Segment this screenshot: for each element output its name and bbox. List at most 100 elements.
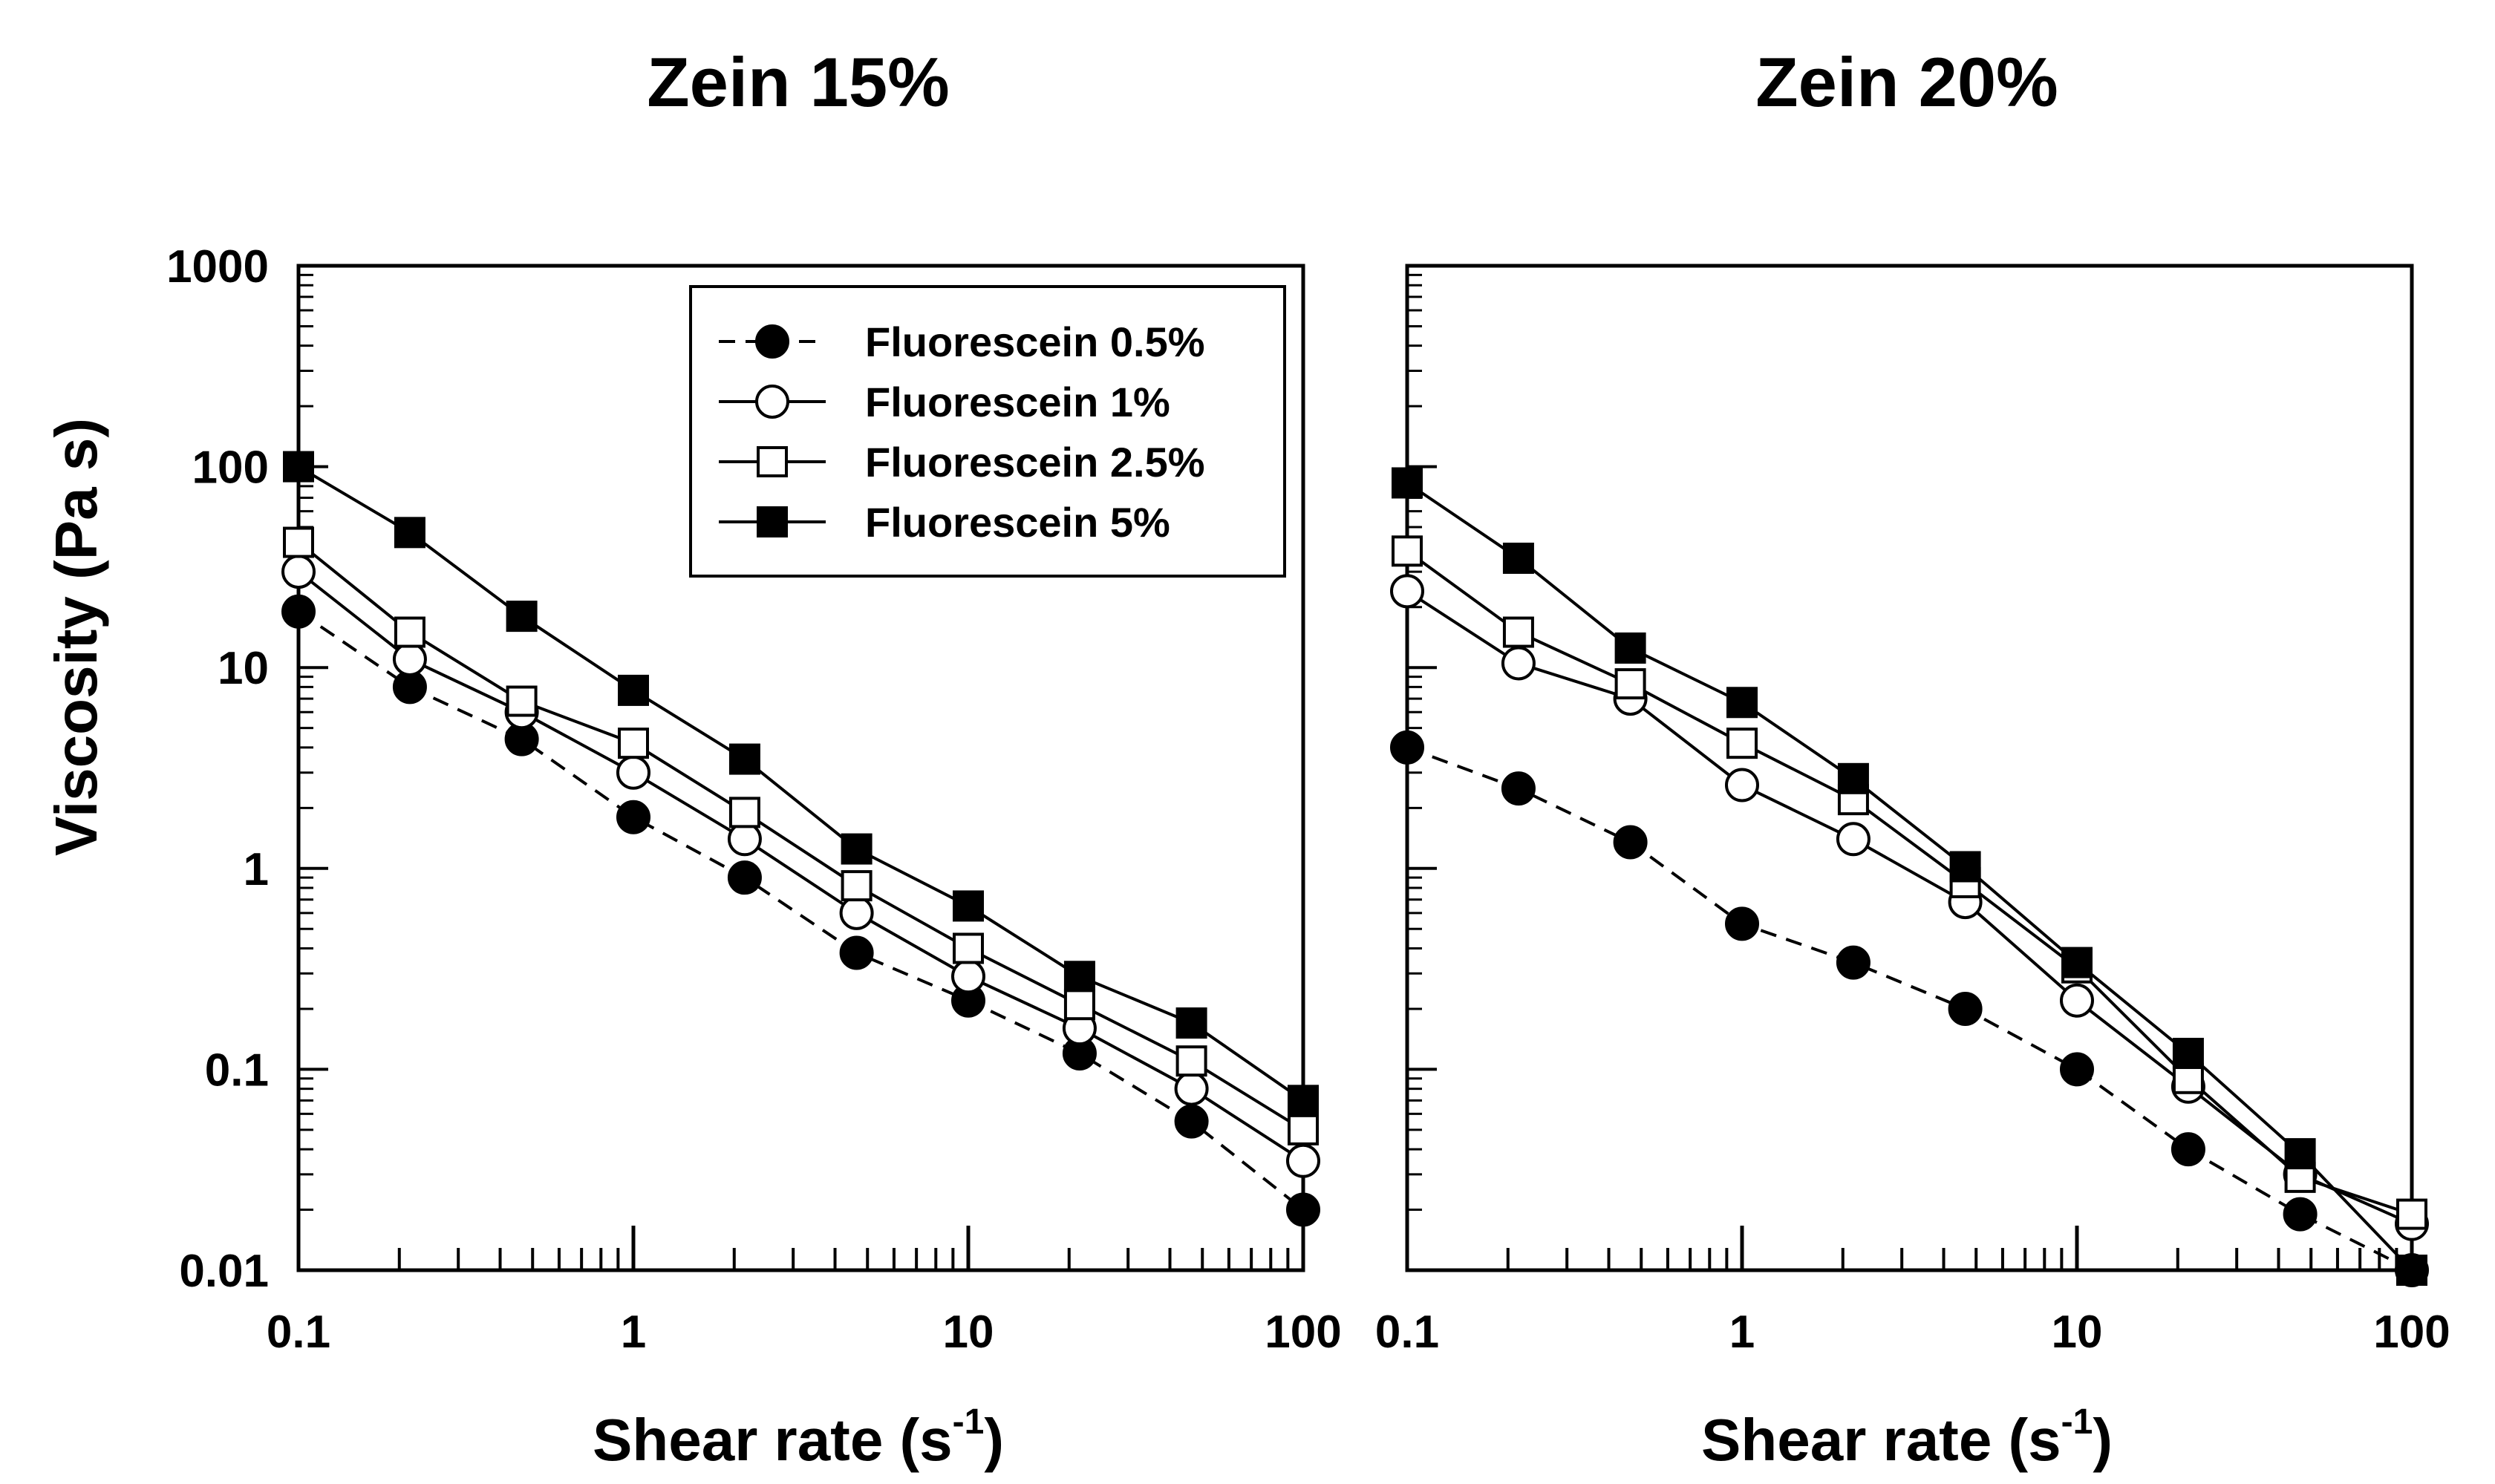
x-axis-label: Shear rate (s-1): [593, 1402, 1004, 1473]
data-point: [1949, 851, 1981, 883]
x-tick-label: 1: [621, 1307, 646, 1358]
data-point: [2061, 947, 2093, 978]
data-point: [1725, 906, 1759, 941]
x-tick-label: 10: [2052, 1307, 2103, 1358]
data-point: [283, 451, 314, 483]
legend: Fluorescein 0.5% Fluorescein 1% Fluorescei…: [689, 285, 1286, 578]
x-axis-label: Shear rate (s-1): [1701, 1402, 2113, 1473]
axis-ticks: [1405, 264, 2414, 1272]
data-point: [2171, 1132, 2205, 1167]
series-line: [1406, 589, 2413, 1226]
data-point: [727, 822, 762, 857]
y-tick-label: 1000: [166, 241, 269, 292]
data-point: [1390, 730, 1424, 765]
data-point: [1288, 1085, 1319, 1117]
series-line: [297, 465, 1305, 1102]
data-point: [2060, 983, 2094, 1018]
data-point: [1174, 1104, 1209, 1139]
data-point: [281, 555, 316, 589]
data-point: [727, 860, 762, 895]
data-point: [1502, 542, 1534, 574]
data-point: [1286, 1192, 1320, 1227]
data-point: [951, 959, 985, 994]
data-point: [2396, 1198, 2427, 1230]
data-point: [1174, 1071, 1209, 1106]
data-point: [506, 601, 538, 633]
data-point: [1063, 989, 1095, 1021]
data-point: [392, 641, 427, 676]
data-point: [728, 743, 760, 775]
legend-item: Fluorescein 5%: [719, 499, 1170, 546]
series-fluorescein-5-: [283, 451, 1319, 1117]
series-line: [1406, 549, 2413, 1216]
legend-label: Fluorescein 2.5%: [865, 439, 1205, 486]
data-point: [618, 728, 649, 759]
data-point: [2396, 1255, 2427, 1286]
legend-label: Fluorescein 5%: [865, 499, 1170, 546]
data-point: [1725, 768, 1759, 803]
data-point: [2172, 1037, 2204, 1069]
data-point: [1726, 687, 1758, 719]
data-point: [1392, 467, 1423, 499]
data-point: [1726, 728, 1758, 759]
legend-label: Fluorescein 0.5%: [865, 318, 1205, 365]
data-point: [281, 594, 316, 629]
legend-item: Fluorescein 0.5%: [719, 318, 1205, 365]
panel-title: Zein 20%: [1755, 43, 2058, 121]
data-point: [1501, 771, 1536, 806]
data-series: [1390, 467, 2429, 1287]
plot-frame: [296, 264, 1305, 1272]
data-point: [2060, 1052, 2094, 1087]
legend-box: [689, 285, 1286, 578]
data-point: [1288, 1114, 1319, 1145]
series-fluorescein-2-5-: [283, 526, 1319, 1145]
legend-item: Fluorescein 1%: [719, 379, 1170, 425]
x-tick-label: 100: [2373, 1307, 2450, 1358]
data-point: [953, 890, 984, 922]
data-point: [616, 755, 650, 790]
legend-label: Fluorescein 1%: [865, 379, 1170, 425]
data-point: [2283, 1197, 2318, 1232]
legend-entries: Fluorescein 0.5% Fluorescein 1% Fluorescei…: [719, 318, 1205, 546]
data-point: [394, 517, 425, 549]
series-fluorescein-0-5-: [281, 594, 1320, 1227]
data-point: [841, 870, 873, 902]
data-point: [839, 895, 874, 930]
series-line: [297, 540, 1305, 1131]
data-point: [2284, 1138, 2316, 1170]
y-tick-label: 0.01: [179, 1246, 269, 1297]
legend-marker: [757, 446, 788, 477]
data-point: [618, 674, 649, 706]
data-point: [1392, 535, 1423, 567]
series-line: [1406, 746, 2413, 1272]
data-point: [1614, 668, 1646, 700]
y-tick-label: 10: [218, 643, 269, 694]
data-point: [841, 833, 873, 865]
x-tick-label: 1: [1729, 1307, 1755, 1358]
chart-panel-zein-20: Zein 20% 0.1 1 10 100 Shear rate (s-1): [1375, 43, 2450, 1473]
axis-ticks: [296, 264, 1305, 1272]
data-point: [728, 797, 760, 828]
x-tick-label: 100: [1265, 1307, 1341, 1358]
y-tick-label: 0.1: [205, 1045, 269, 1096]
chart-panel-zein-15: Zein 15% 0.01 0.1 1 10 100 1000 0.1 1 10 100 She…: [166, 43, 1342, 1473]
data-point: [1175, 1045, 1207, 1077]
legend-item: Fluorescein 2.5%: [719, 439, 1205, 486]
data-point: [1948, 991, 1983, 1026]
data-point: [1063, 961, 1095, 993]
data-point: [283, 526, 314, 558]
y-tick-label: 100: [192, 442, 269, 494]
data-point: [1175, 1007, 1207, 1039]
y-axis-label: Viscosity (Pa s): [43, 418, 109, 856]
plot-frame: [1405, 264, 2414, 1272]
x-tick-label: 0.1: [1375, 1307, 1439, 1358]
series-line: [297, 610, 1305, 1212]
data-point: [394, 616, 425, 648]
data-point: [839, 935, 874, 970]
data-point: [1613, 825, 1648, 860]
legend-marker: [755, 324, 789, 359]
data-point: [1501, 646, 1536, 681]
x-tick-label: 0.1: [267, 1307, 330, 1358]
series-line: [1406, 481, 2413, 1272]
